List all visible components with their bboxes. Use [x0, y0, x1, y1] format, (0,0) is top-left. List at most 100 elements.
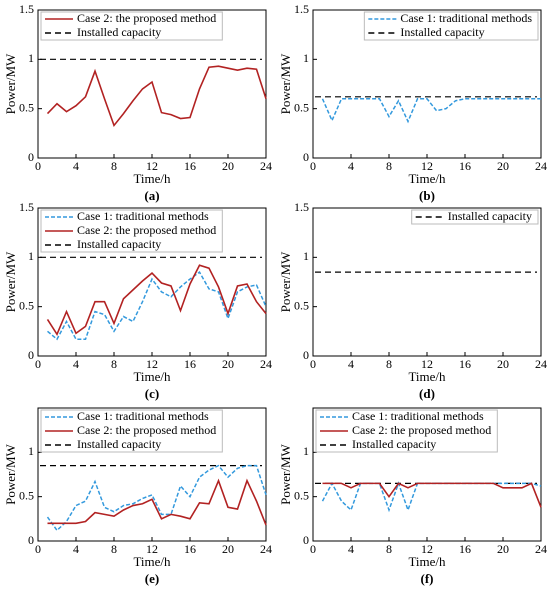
- legend-label: Installed capacity: [77, 25, 161, 39]
- x-tick-label: 20: [497, 542, 509, 556]
- x-axis-label: Time/h: [133, 369, 171, 384]
- panel-caption: (f): [421, 571, 434, 586]
- x-tick-label: 16: [459, 159, 471, 173]
- y-tick-label: 0.5: [19, 298, 34, 312]
- legend-label: Installed capacity: [400, 25, 484, 39]
- y-tick-label: 0: [28, 533, 34, 547]
- x-tick-label: 16: [184, 357, 196, 371]
- x-tick-label: 16: [459, 357, 471, 371]
- y-tick-label: 1: [28, 444, 34, 458]
- x-tick-label: 16: [184, 159, 196, 173]
- y-tick-label: 1.5: [19, 2, 34, 16]
- y-tick-label: 1: [303, 444, 309, 458]
- y-tick-label: 0: [303, 348, 309, 362]
- x-tick-label: 8: [386, 357, 392, 371]
- x-tick-label: 4: [348, 542, 354, 556]
- legend-label: Case 1: traditional methods: [400, 11, 532, 25]
- plot-frame: [312, 207, 542, 357]
- legend-box: [40, 11, 223, 41]
- legend-label: Case 2: the proposed method: [352, 423, 491, 437]
- x-tick-label: 24: [260, 542, 272, 556]
- y-tick-label: 1: [28, 51, 34, 65]
- x-axis-label: Time/h: [133, 554, 171, 569]
- x-tick-label: 20: [497, 357, 509, 371]
- x-tick-label: 4: [348, 357, 354, 371]
- x-tick-label: 8: [111, 357, 117, 371]
- x-tick-label: 20: [222, 159, 234, 173]
- x-tick-label: 24: [260, 357, 272, 371]
- x-tick-label: 20: [222, 542, 234, 556]
- x-tick-label: 12: [146, 357, 158, 371]
- series-line: [46, 264, 267, 337]
- x-axis-label: Time/h: [408, 369, 446, 384]
- legend-label: Case 2: the proposed method: [77, 423, 216, 437]
- y-axis-label: Power/MW: [278, 443, 293, 504]
- y-tick-label: 0: [303, 533, 309, 547]
- legend-box: [411, 209, 539, 225]
- x-tick-label: 12: [146, 159, 158, 173]
- y-tick-label: 0.5: [19, 488, 34, 502]
- x-tick-label: 24: [535, 159, 547, 173]
- series-line: [321, 98, 541, 124]
- x-tick-label: 8: [111, 542, 117, 556]
- y-tick-label: 0: [28, 348, 34, 362]
- y-tick-label: 1: [28, 249, 34, 263]
- y-tick-label: 0: [28, 150, 34, 164]
- legend-label: Case 1: traditional methods: [77, 409, 209, 423]
- x-axis-label: Time/h: [408, 171, 446, 186]
- series-line: [47, 478, 267, 526]
- legend-label: Case 1: traditional methods: [77, 209, 209, 223]
- x-tick-label: 16: [459, 542, 471, 556]
- series-line: [46, 65, 267, 128]
- y-tick-label: 0.5: [294, 298, 309, 312]
- y-tick-label: 1.5: [19, 200, 34, 214]
- x-tick-label: 20: [497, 159, 509, 173]
- x-tick-label: 8: [386, 542, 392, 556]
- x-tick-label: 0: [310, 542, 316, 556]
- legend-label: Installed capacity: [77, 437, 161, 451]
- legend-label: Installed capacity: [77, 237, 161, 251]
- y-tick-label: 1: [303, 51, 309, 65]
- y-tick-label: 0.5: [19, 100, 34, 114]
- x-tick-label: 24: [260, 159, 272, 173]
- series-line: [321, 481, 542, 513]
- series-line: [322, 482, 542, 508]
- y-axis-label: Power/MW: [3, 443, 18, 504]
- y-axis-label: Power/MW: [3, 53, 18, 114]
- x-axis-label: Time/h: [133, 171, 171, 186]
- y-tick-label: 1.5: [294, 2, 309, 16]
- y-tick-label: 1.5: [294, 200, 309, 214]
- x-tick-label: 4: [73, 159, 79, 173]
- x-tick-label: 4: [73, 357, 79, 371]
- x-tick-label: 4: [348, 159, 354, 173]
- legend-label: Case 2: the proposed method: [77, 223, 216, 237]
- y-axis-label: Power/MW: [278, 53, 293, 114]
- x-tick-label: 24: [535, 357, 547, 371]
- legend-box: [363, 11, 539, 41]
- x-tick-label: 0: [310, 357, 316, 371]
- x-tick-label: 12: [146, 542, 158, 556]
- y-tick-label: 0.5: [294, 488, 309, 502]
- x-axis-label: Time/h: [408, 554, 446, 569]
- x-tick-label: 0: [35, 159, 41, 173]
- x-tick-label: 8: [111, 159, 117, 173]
- panel-caption: (b): [419, 188, 435, 203]
- x-tick-label: 0: [35, 357, 41, 371]
- legend-label: Case 1: traditional methods: [352, 409, 484, 423]
- x-tick-label: 12: [421, 542, 433, 556]
- x-tick-label: 24: [535, 542, 547, 556]
- panel-caption: (d): [419, 386, 435, 401]
- panel-caption: (e): [145, 571, 159, 586]
- x-tick-label: 12: [421, 357, 433, 371]
- y-tick-label: 1: [303, 249, 309, 263]
- x-tick-label: 16: [184, 542, 196, 556]
- x-tick-label: 20: [222, 357, 234, 371]
- x-tick-label: 12: [421, 159, 433, 173]
- x-tick-label: 4: [73, 542, 79, 556]
- x-tick-label: 0: [35, 542, 41, 556]
- legend-label: Installed capacity: [352, 437, 436, 451]
- series-line: [46, 464, 267, 532]
- y-tick-label: 0.5: [294, 100, 309, 114]
